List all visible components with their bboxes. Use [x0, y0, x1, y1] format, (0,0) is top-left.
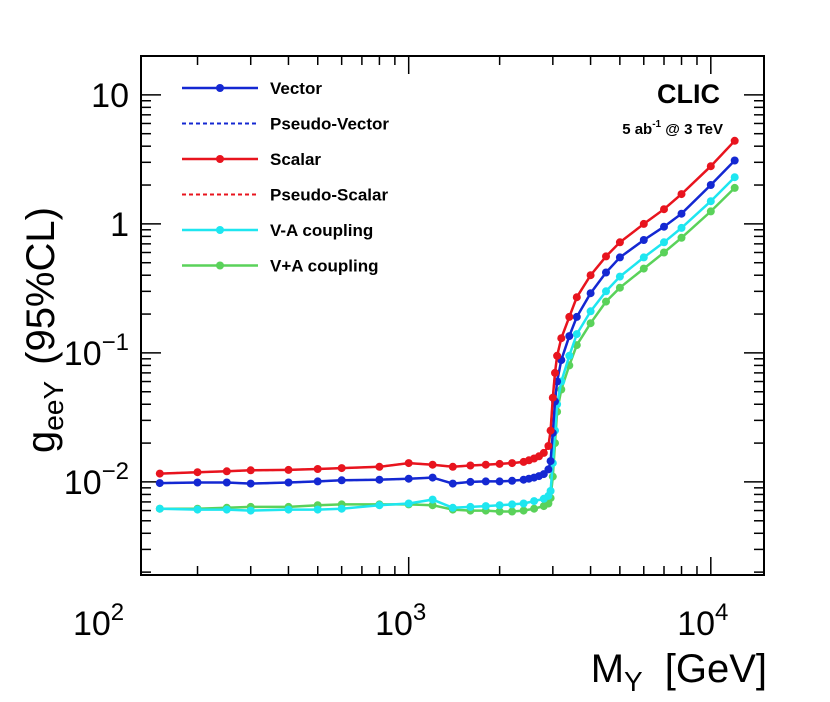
legend-item: Vector [182, 79, 322, 98]
y-tick-label: 10 [91, 77, 129, 115]
data-point [660, 238, 668, 247]
series-v-a-coupling [155, 173, 739, 515]
x-tick-label: 104 [677, 599, 728, 643]
series-line [159, 176, 736, 512]
data-point [284, 505, 293, 514]
data-point [222, 467, 231, 476]
data-point [639, 253, 648, 262]
y-tick-label: 1 [110, 206, 129, 244]
data-point [222, 505, 231, 514]
axis-ticks [141, 55, 764, 575]
y-tick-label: 10−1 [64, 329, 129, 373]
y-axis-title: geeY(95%CL) [19, 207, 69, 453]
data-point [508, 507, 517, 516]
data-point [313, 505, 322, 514]
data-point [404, 459, 413, 468]
data-point [730, 173, 739, 182]
data-point [602, 287, 610, 296]
data-point [495, 501, 504, 510]
series-line [159, 159, 736, 485]
data-point [246, 466, 255, 475]
legend: Vector Pseudo-Vector Scalar Pseudo-Scalar V-… [182, 79, 389, 276]
data-point [557, 334, 566, 343]
data-point [246, 479, 255, 488]
data-point [448, 462, 457, 471]
legend-label: Vector [270, 79, 322, 98]
series-pseudo-scalar [159, 140, 736, 475]
data-point [337, 464, 346, 473]
data-point [495, 459, 504, 468]
luminosity-label: 5 ab-1 @ 3 TeV [622, 119, 723, 138]
data-point [337, 476, 346, 485]
plot-frame [140, 55, 765, 576]
legend-label: V+A coupling [270, 257, 378, 276]
legend-marker [216, 226, 224, 234]
legend-label: Pseudo-Vector [270, 115, 389, 134]
data-point [572, 330, 581, 339]
data-point [551, 368, 559, 377]
data-point [519, 506, 528, 515]
x-tick-label: 103 [375, 599, 426, 643]
data-point [602, 297, 610, 306]
data-point [495, 477, 504, 486]
data-point [660, 248, 668, 257]
legend-marker [216, 155, 224, 163]
data-point [639, 264, 648, 273]
data-point [530, 497, 539, 506]
legend-item: Pseudo-Scalar [182, 186, 388, 205]
data-point [586, 307, 595, 316]
x-axis-title: MY [GeV] [591, 647, 767, 697]
x-tick-label: 102 [73, 599, 124, 643]
data-point [337, 504, 346, 513]
data-point [481, 502, 490, 511]
data-point [222, 478, 231, 487]
tick-labels: 102 103 104 10−2 10−1 1 10 [64, 77, 729, 643]
data-point [466, 502, 475, 511]
data-point [546, 487, 555, 495]
legend-label: Pseudo-Scalar [270, 186, 388, 205]
data-point [677, 223, 686, 232]
data-point [428, 473, 437, 482]
series-line [159, 140, 736, 475]
legend-item: Scalar [182, 150, 321, 169]
legend-label: V-A coupling [270, 221, 373, 240]
data-point [495, 507, 504, 516]
data-point [519, 499, 528, 508]
data-point [530, 504, 539, 513]
data-point [428, 495, 437, 504]
data-point [565, 351, 574, 360]
series-line [159, 187, 736, 513]
data-point [546, 426, 555, 435]
data-point [404, 474, 413, 483]
legend-item: V-A coupling [182, 221, 373, 240]
data-point [448, 503, 457, 512]
data-point [404, 499, 413, 508]
data-point [428, 501, 437, 510]
data-point [706, 197, 715, 206]
y-tick-label: 10−2 [64, 458, 129, 502]
legend-marker [216, 261, 224, 270]
series-layer [155, 136, 739, 516]
data-point [375, 501, 384, 510]
data-point [246, 506, 255, 515]
data-point [155, 504, 164, 513]
legend-item: V+A coupling [182, 257, 378, 276]
data-point [586, 319, 595, 328]
legend-item: Pseudo-Vector [182, 115, 389, 134]
data-point [730, 183, 739, 192]
experiment-label: CLIC [657, 79, 720, 109]
data-point [481, 460, 490, 469]
data-point [508, 500, 517, 509]
data-point [193, 505, 202, 514]
series-pseudo-vector [159, 159, 736, 485]
legend-label: Scalar [270, 150, 321, 169]
data-point [706, 207, 715, 216]
data-point [615, 272, 624, 281]
data-point [481, 477, 490, 486]
data-point [615, 283, 624, 292]
data-point [677, 233, 686, 242]
legend-marker [216, 84, 224, 92]
